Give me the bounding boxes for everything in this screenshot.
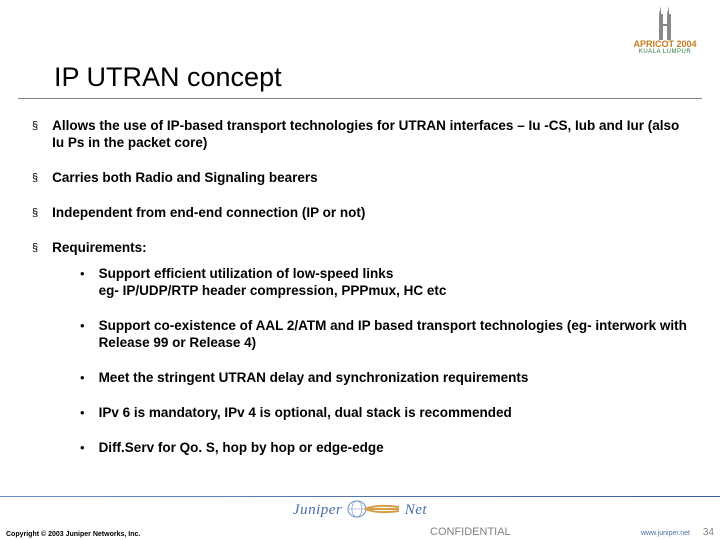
bullet-text: Carries both Radio and Signaling bearers xyxy=(52,170,690,187)
sub-bullet-item: • Meet the stringent UTRAN delay and syn… xyxy=(80,370,690,387)
bullet-text: Requirements: xyxy=(52,240,690,257)
square-bullet-icon: § xyxy=(32,240,38,257)
title-underline xyxy=(18,98,702,99)
page-number: 34 xyxy=(703,527,714,538)
copyright-text: Copyright © 2003 Juniper Networks, Inc. xyxy=(6,531,140,538)
footer-brand-logo: Juniper Net xyxy=(293,500,427,519)
sub-bullet-item: • Support efficient utilization of low-s… xyxy=(80,266,690,300)
dot-bullet-icon: • xyxy=(80,405,85,422)
square-bullet-icon: § xyxy=(32,170,38,187)
sub-bullet-item: • IPv 6 is mandatory, IPv 4 is optional,… xyxy=(80,405,690,422)
sub-bullet-text: Meet the stringent UTRAN delay and synch… xyxy=(99,370,690,387)
sub-bullet-list: • Support efficient utilization of low-s… xyxy=(80,266,690,456)
slide-title: IP UTRAN concept xyxy=(54,62,282,93)
sub-bullet-item: • Support co-existence of AAL 2/ATM and … xyxy=(80,318,690,352)
dot-bullet-icon: • xyxy=(80,318,85,352)
confidential-label: CONFIDENTIAL xyxy=(430,526,511,538)
bullet-item: § Allows the use of IP-based transport t… xyxy=(32,118,690,152)
sub-bullet-text: IPv 6 is mandatory, IPv 4 is optional, d… xyxy=(99,405,690,422)
footer: Juniper Net Copyright © 2003 Juniper Net… xyxy=(0,496,720,540)
event-logo: APRICOT 2004 KUALA LUMPUR xyxy=(620,6,710,54)
bullet-item: § Carries both Radio and Signaling beare… xyxy=(32,170,690,187)
sub-bullet-text: Support co-existence of AAL 2/ATM and IP… xyxy=(99,318,690,352)
event-city: KUALA LUMPUR xyxy=(620,49,710,55)
footer-url: www.juniper.net xyxy=(641,530,690,537)
footer-divider xyxy=(0,496,720,497)
bullet-item: § Requirements: xyxy=(32,240,690,257)
sub-bullet-item: • Diff.Serv for Qo. S, hop by hop or edg… xyxy=(80,440,690,457)
bullet-text: Allows the use of IP-based transport tec… xyxy=(52,118,690,152)
dot-bullet-icon: • xyxy=(80,370,85,387)
sub-bullet-text: Support efficient utilization of low-spe… xyxy=(99,266,690,300)
sub-bullet-text: Diff.Serv for Qo. S, hop by hop or edge-… xyxy=(99,440,690,457)
content-area: § Allows the use of IP-based transport t… xyxy=(32,118,690,475)
dot-bullet-icon: • xyxy=(80,266,85,300)
square-bullet-icon: § xyxy=(32,118,38,152)
square-bullet-icon: § xyxy=(32,205,38,222)
event-name: APRICOT 2004 xyxy=(620,40,710,49)
bullet-item: § Independent from end-end connection (I… xyxy=(32,205,690,222)
bullet-text: Independent from end-end connection (IP … xyxy=(52,205,690,222)
dot-bullet-icon: • xyxy=(80,440,85,457)
